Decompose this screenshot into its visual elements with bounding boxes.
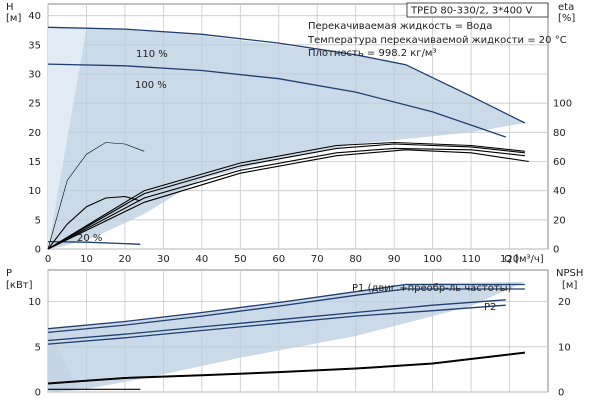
eta-tick-4: 80 — [553, 128, 566, 139]
head-series-3 — [47, 149, 529, 250]
info-temperature: Температура перекачиваемой жидкости = 20… — [307, 35, 567, 46]
curve-label-20: 20 % — [77, 233, 102, 244]
head-operating-area — [48, 27, 525, 250]
title-box — [406, 2, 549, 18]
head-x-tick-11: 110 — [462, 254, 481, 265]
power-chart: 0 5 10 0 10 20 P [кВт] NPSH [м] P1 (двиг.+пр… — [6, 268, 583, 399]
head-y-tick-5: 25 — [28, 99, 41, 110]
power-series-2 — [47, 299, 506, 342]
info-block: TPED 80-330/2, 3*400 V Перекачиваемая жи… — [307, 2, 567, 59]
power-y-tick-2: 10 — [28, 297, 41, 308]
npsh-tick-1: 10 — [558, 342, 571, 353]
head-series-4 — [47, 147, 525, 250]
head-series-6 — [47, 141, 525, 250]
head-y-tick-1: 5 — [35, 215, 41, 226]
eta-tick-labels: 0 20 40 60 80 100 — [553, 99, 572, 256]
curve-label-100: 100 % — [135, 80, 167, 91]
head-y-tick-6: 30 — [28, 70, 41, 81]
head-y-tick-labels: 0 5 10 15 20 25 30 35 40 — [28, 11, 41, 255]
head-y-tick-4: 20 — [28, 128, 41, 139]
eta-y-label: eta — [558, 2, 574, 13]
power-series-0 — [47, 283, 525, 330]
info-fluid: Перекачиваемая жидкость = Вода — [308, 21, 492, 32]
head-x-tick-9: 90 — [388, 254, 401, 265]
eta-tick-1: 20 — [553, 215, 566, 226]
eta-tick-5: 100 — [553, 99, 572, 110]
head-chart: 0 10 20 30 40 50 60 70 80 90 100 110 120 0 5 10 15 20 25 3… — [6, 2, 575, 265]
head-series-0 — [47, 26, 526, 124]
power-series-1 — [47, 288, 525, 334]
power-operating-area-band — [48, 281, 525, 392]
power-y-tick-0: 0 — [35, 388, 41, 399]
curve-label-p2: P2 — [484, 302, 496, 313]
curve-label-110: 110 % — [136, 49, 168, 60]
head-x-tick-0: 0 — [45, 254, 51, 265]
head-series-2 — [47, 240, 141, 245]
head-x-tick-labels: 0 10 20 30 40 50 60 70 80 90 100 110 120 — [45, 254, 519, 265]
head-y-label: H — [6, 2, 14, 13]
head-y-tick-8: 40 — [28, 11, 41, 22]
eta-tick-3: 60 — [553, 157, 566, 168]
power-series-4 — [47, 351, 525, 384]
head-y-tick-0: 0 — [35, 245, 41, 256]
eta-tick-0: 0 — [553, 245, 559, 256]
power-y-tick-1: 5 — [35, 342, 41, 353]
head-x-tick-12: 120 — [500, 254, 519, 265]
head-x-tick-6: 60 — [272, 254, 285, 265]
head-series — [47, 26, 529, 250]
npsh-tick-0: 0 — [558, 388, 564, 399]
power-series — [47, 283, 525, 390]
head-x-tick-4: 40 — [195, 254, 208, 265]
eta-tick-2: 40 — [553, 186, 566, 197]
head-y-unit: [м] — [6, 13, 21, 24]
head-x-tick-3: 30 — [157, 254, 170, 265]
curve-label-p1: P1 (двиг.+преобр-ль частоты) — [352, 283, 512, 294]
eta-y-unit: [%] — [558, 13, 575, 24]
head-x-tick-1: 10 — [80, 254, 93, 265]
head-y-tick-7: 35 — [28, 40, 41, 51]
power-operating-area — [48, 281, 525, 392]
power-y-unit: [кВт] — [6, 280, 33, 291]
chart-title: TPED 80-330/2, 3*400 V — [410, 6, 532, 17]
head-y-tick-2: 10 — [28, 186, 41, 197]
power-series-5 — [47, 352, 525, 385]
power-y-label: P — [6, 268, 12, 279]
head-x-tick-8: 80 — [349, 254, 362, 265]
power-y-tick-labels: 0 5 10 — [28, 297, 41, 398]
head-series-5 — [47, 143, 525, 250]
head-x-label: Q [м³/ч] — [504, 254, 544, 265]
head-x-tick-2: 20 — [119, 254, 132, 265]
head-operating-area-band — [48, 27, 525, 249]
npsh-y-unit: [м] — [562, 280, 577, 291]
head-y-tick-3: 15 — [28, 157, 41, 168]
head-series-7 — [47, 195, 141, 250]
npsh-y-label: NPSH — [556, 268, 583, 279]
npsh-tick-labels: 0 10 20 — [558, 297, 571, 398]
head-x-tick-10: 100 — [423, 254, 442, 265]
info-density: Плотность = 998.2 кг/м³ — [308, 48, 437, 59]
head-series-1 — [47, 63, 506, 138]
npsh-tick-2: 20 — [558, 297, 571, 308]
head-series-8 — [47, 142, 145, 250]
head-x-tick-5: 50 — [234, 254, 247, 265]
head-light-area — [48, 27, 87, 250]
head-x-tick-7: 70 — [311, 254, 324, 265]
power-series-3 — [47, 304, 506, 345]
